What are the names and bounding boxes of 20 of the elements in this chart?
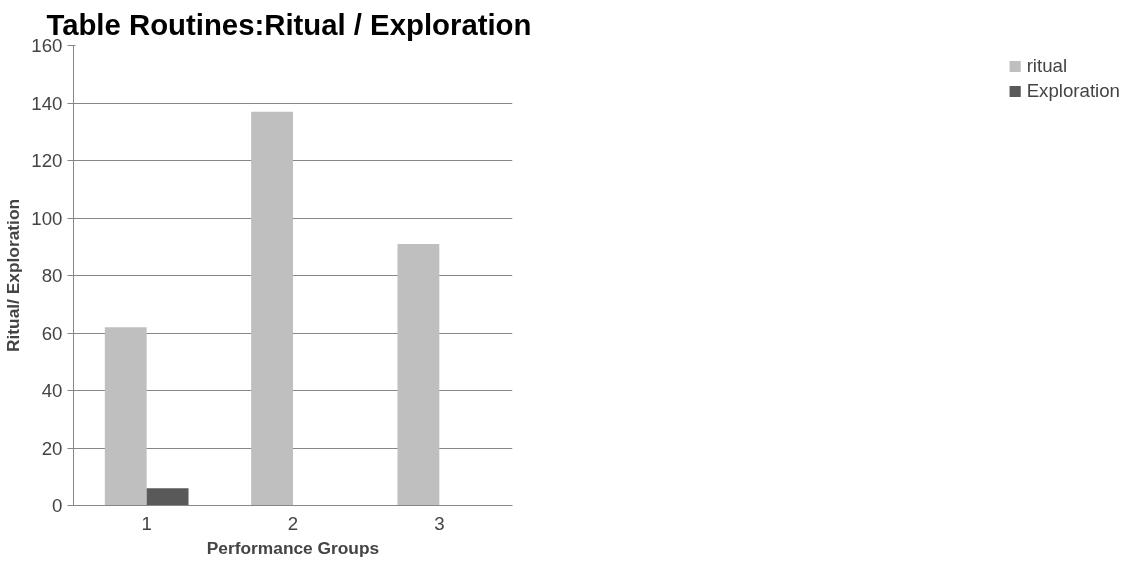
legend-label: Exploration (1026, 80, 1120, 102)
y-axis-title: Ritual/ Exploration (3, 198, 24, 353)
bar (104, 327, 147, 506)
bar (251, 111, 293, 506)
y-tick-label: 0 (52, 495, 63, 516)
legend-label: ritual (1026, 55, 1068, 77)
bar (397, 243, 440, 506)
y-tick-label: 160 (31, 35, 63, 56)
y-tick-label: 120 (31, 150, 63, 171)
x-tick-label: 1 (141, 512, 152, 534)
x-tick-label: 3 (434, 512, 445, 534)
y-tick-label: 40 (41, 380, 63, 401)
y-tick-label: 140 (31, 92, 63, 114)
y-tick-label: 100 (31, 207, 63, 229)
y-tick-label: 20 (41, 437, 63, 459)
x-axis-title: Performance Groups (206, 537, 380, 558)
y-tick-label: 60 (41, 322, 63, 344)
y-tick-label: 80 (41, 265, 63, 286)
x-tick-label: 2 (287, 512, 299, 534)
bar (146, 488, 189, 506)
